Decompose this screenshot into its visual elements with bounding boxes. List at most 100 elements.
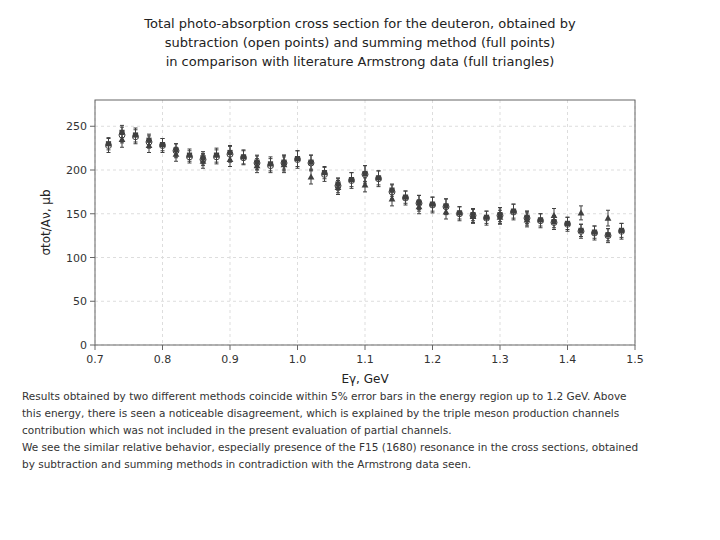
error-bar-cap — [539, 227, 543, 228]
error-bar-cap — [552, 208, 556, 209]
error-bar-cap — [282, 155, 286, 156]
error-bar-cap — [620, 223, 624, 224]
error-bar-cap — [579, 219, 583, 220]
error-bar-cap — [363, 177, 367, 178]
point — [119, 136, 126, 142]
error-bar-cap — [471, 223, 475, 224]
error-bar-cap — [120, 125, 124, 126]
x-tick — [432, 345, 433, 350]
error-bar-cap — [269, 170, 273, 171]
error-bar — [309, 155, 313, 169]
error-bar-cap — [525, 211, 529, 212]
point — [389, 195, 396, 201]
point — [160, 142, 165, 147]
point — [241, 154, 246, 159]
annotation-line: this energy, there is seen a noticeable … — [22, 407, 619, 419]
error-bar-cap — [552, 222, 556, 223]
y-tick — [90, 170, 95, 171]
error-bar-cap — [471, 208, 475, 209]
x-tick-label: 0.8 — [154, 353, 172, 366]
error-bar-cap — [606, 240, 610, 241]
error-bar-cap — [350, 186, 354, 187]
error-bar-cap — [201, 151, 205, 152]
error-bar — [539, 214, 543, 228]
error-bar-cap — [255, 155, 259, 156]
error-bar-cap — [377, 170, 381, 171]
point — [457, 210, 462, 215]
error-bar — [579, 224, 583, 236]
error-bar-cap — [539, 213, 543, 214]
x-grid-line — [162, 100, 163, 345]
error-bar-cap — [566, 229, 570, 230]
point — [403, 195, 408, 200]
error-bar-cap — [147, 138, 151, 139]
point — [200, 158, 207, 164]
error-bar-cap — [201, 168, 205, 169]
error-bar — [539, 214, 543, 226]
error-bar-cap — [377, 170, 381, 171]
error-bar — [309, 155, 313, 171]
x-axis-label: Eγ, GeV — [341, 372, 389, 386]
point — [308, 173, 315, 179]
point — [470, 213, 476, 219]
error-bar — [215, 148, 219, 162]
error-bar-cap — [228, 145, 232, 146]
error-bar-cap — [147, 152, 151, 153]
error-bar-cap — [458, 219, 462, 220]
x-tick-label: 0.9 — [221, 353, 239, 366]
point — [578, 228, 583, 233]
point — [335, 184, 342, 190]
error-bar-cap — [579, 224, 583, 225]
annotation-line: by subtraction and summing methods in co… — [22, 458, 471, 470]
error-bar-cap — [431, 197, 435, 198]
error-bar — [566, 217, 570, 231]
error-bar — [161, 139, 165, 151]
x-tick — [297, 345, 298, 350]
error-bar-cap — [431, 211, 435, 212]
error-bar-cap — [444, 198, 448, 199]
error-bar-cap — [431, 197, 435, 198]
error-bar-cap — [566, 217, 570, 218]
x-tick-label: 1.3 — [491, 353, 509, 366]
error-bar-cap — [485, 223, 489, 224]
point — [133, 132, 138, 137]
error-bar — [593, 226, 597, 238]
error-bar-cap — [417, 195, 421, 196]
x-grid-line — [230, 100, 231, 345]
error-bar-cap — [161, 150, 165, 151]
point — [538, 217, 543, 222]
error-bar-cap — [390, 205, 394, 206]
error-bar — [404, 191, 408, 205]
error-bar-cap — [512, 219, 516, 220]
error-bar-cap — [188, 163, 192, 164]
error-bar-cap — [282, 156, 286, 157]
error-bar-cap — [458, 206, 462, 207]
error-bar-cap — [242, 163, 246, 164]
error-bar-cap — [404, 191, 408, 192]
y-tick — [90, 257, 95, 258]
point — [281, 161, 288, 167]
error-bar-cap — [336, 180, 340, 181]
title-line: in comparison with literature Armstrong … — [166, 54, 555, 69]
error-bar-cap — [485, 211, 489, 212]
error-bar-cap — [350, 172, 354, 173]
point — [565, 221, 570, 226]
error-bar — [431, 197, 435, 213]
error-bar-cap — [444, 198, 448, 199]
error-bar — [485, 211, 489, 223]
error-bar — [579, 224, 583, 238]
error-bar — [296, 151, 300, 169]
x-tick — [567, 345, 568, 350]
error-bar — [377, 171, 381, 185]
x-tick-label: 0.7 — [86, 353, 104, 366]
error-bar — [512, 204, 516, 218]
error-bar-cap — [174, 143, 178, 144]
x-grid-line — [297, 100, 298, 345]
y-tick-label: 100 — [66, 252, 87, 265]
error-bar-cap — [161, 138, 165, 139]
point — [578, 209, 585, 215]
point — [254, 162, 261, 168]
error-bar-cap — [174, 161, 178, 162]
point — [443, 208, 450, 214]
error-bar-cap — [593, 226, 597, 227]
